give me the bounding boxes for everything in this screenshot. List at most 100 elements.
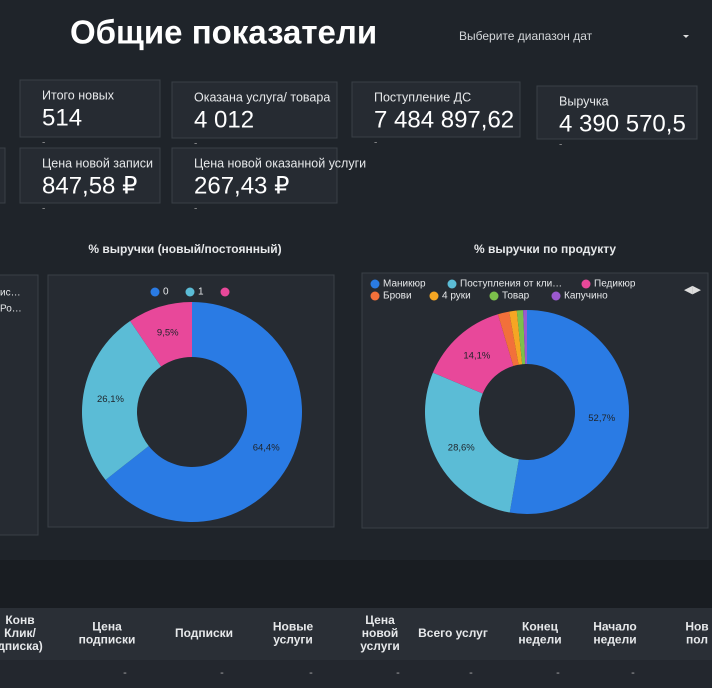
donut-slice [432, 314, 514, 394]
table-row [0, 660, 712, 688]
date-picker[interactable]: Выберите диапазон дат [459, 29, 593, 43]
legend-label: Брови [383, 291, 412, 302]
legend-swatch [370, 279, 380, 289]
slice-label: 28,6% [448, 443, 475, 454]
header-line: услуги [360, 639, 400, 653]
kpi-value: 514 [42, 104, 82, 131]
donut-slice [497, 311, 519, 366]
kpi-note: - [194, 139, 197, 150]
kpi-card [19, 147, 161, 204]
column-header: Конец недели [518, 620, 561, 647]
kpi-note: - [42, 204, 45, 215]
donut-slice [523, 310, 527, 365]
header-line: Клик/ [4, 626, 36, 640]
legend-label: 1 [198, 287, 204, 298]
table-header [0, 608, 712, 660]
donut-slice [509, 310, 523, 365]
column-header: Подписки [175, 626, 233, 640]
donut-slice [424, 372, 519, 513]
kpi-label: Цена новой записи [42, 156, 153, 170]
kpi-value: 7 484 897,62 [374, 106, 514, 133]
legend-swatch [150, 287, 160, 297]
kpi-note: - [194, 204, 197, 215]
legend-swatch [447, 279, 457, 289]
kpi-card [536, 85, 698, 140]
kpi-label: Цена новой оказанной услуги [194, 156, 366, 170]
slice-label: 9,5% [157, 328, 179, 339]
legend-label: Маникюр [383, 279, 426, 290]
left-panel [0, 274, 39, 536]
donut-slice [82, 321, 162, 480]
kpi-label: Выручка [559, 94, 609, 108]
header-line: пол [686, 633, 708, 647]
column-header: Цена новой услуги [360, 613, 400, 653]
slice-label: 14,1% [463, 351, 490, 362]
kpi-card [171, 81, 338, 139]
kpi-value: 267,43 ₽ [194, 172, 289, 199]
legend-swatch [429, 291, 439, 301]
page-title: Общие показатели [70, 14, 377, 51]
header-line: Конв [5, 613, 34, 627]
column-header: Конв Клик/дписка) [0, 613, 43, 653]
table-cell: - [220, 667, 224, 679]
header-line: Нов [685, 620, 708, 634]
header-line: услуги [273, 633, 313, 647]
kpi-card [171, 147, 338, 204]
kpi-value: 4 012 [194, 106, 254, 133]
column-header: Нов пол [685, 620, 708, 647]
table-cell: - [309, 667, 313, 679]
header-line: Цена [365, 613, 395, 627]
donut-slice [509, 310, 629, 514]
legend-label: Педикюр [594, 279, 636, 290]
table-cell: - [556, 667, 560, 679]
dropdown-arrow[interactable] [683, 35, 689, 38]
clipped-card [0, 147, 6, 204]
kpi-note: - [559, 140, 562, 151]
kpi-note: - [42, 138, 45, 149]
table-cell: - [631, 667, 635, 679]
chart-title: % выручки по продукту [474, 242, 616, 256]
slice-label: 26,1% [97, 394, 124, 405]
header-line: недели [518, 633, 561, 647]
slice-label: 64,4% [253, 443, 280, 454]
legend-swatch [581, 279, 591, 289]
legend-swatch [220, 287, 230, 297]
clipped-label: Ро… [0, 304, 22, 315]
column-header: Начало недели [593, 620, 636, 647]
legend-swatch [185, 287, 195, 297]
slice-label: 52,7% [588, 413, 615, 424]
clipped-label: ис… [0, 288, 21, 299]
kpi-note: - [374, 138, 377, 149]
kpi-value: 847,58 ₽ [42, 172, 137, 199]
kpi-label: Итого новых [42, 88, 115, 102]
column-header: Новые услуги [273, 620, 314, 647]
header-line: Новые [273, 620, 314, 634]
donut-slice [105, 302, 302, 522]
header-line: недели [593, 633, 636, 647]
chart-title: % выручки (новый/постоянный) [88, 242, 281, 256]
table-cell: - [469, 667, 473, 679]
header-line: подписки [79, 633, 136, 647]
legend-swatch [370, 291, 380, 301]
table-spacer [0, 560, 712, 608]
legend-swatch [551, 291, 561, 301]
kpi-label: Поступление ДС [374, 90, 471, 104]
legend-label: Поступления от кли… [460, 279, 562, 290]
header-line: Подписки [175, 626, 233, 640]
column-header: Всего услуг [418, 626, 488, 640]
kpi-label: Оказана услуга/ товара [194, 90, 330, 104]
table-cell: - [396, 667, 400, 679]
donut-slice [130, 302, 192, 367]
kpi-value: 4 390 570,5 [559, 110, 686, 137]
kpi-card [19, 79, 161, 138]
legend-pager[interactable]: ◀▶ [684, 284, 701, 296]
legend-label: 4 руки [442, 291, 471, 302]
header-line: Начало [593, 620, 636, 634]
legend-label: Капучино [564, 291, 608, 302]
header-line: новой [362, 626, 399, 640]
header-line: Конец [522, 620, 559, 634]
legend-swatch [489, 291, 499, 301]
header-line: дписка) [0, 639, 43, 653]
